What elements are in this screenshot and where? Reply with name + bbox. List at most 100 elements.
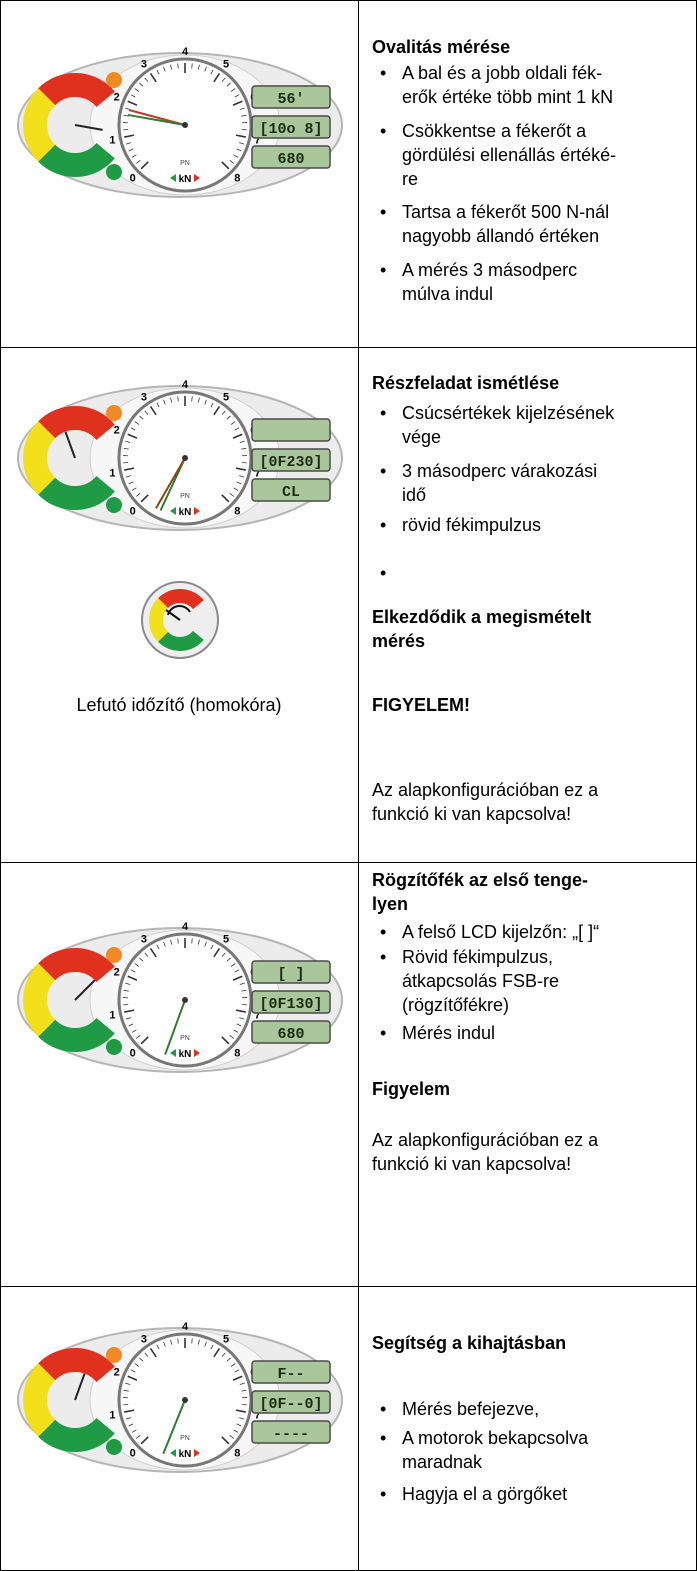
dial-tick (149, 406, 157, 416)
lcd-display (251, 478, 331, 502)
unit-arrow (194, 507, 200, 515)
dial-tick (191, 63, 193, 69)
lcd-display (251, 1420, 331, 1444)
lcd-reading: [0F--0] (259, 1396, 322, 1413)
dial-tick (226, 957, 231, 962)
dial-tick (163, 66, 166, 72)
orange-lamp (106, 947, 122, 963)
dial-number: 2 (114, 92, 120, 104)
dial-tick (235, 1409, 246, 1413)
unit-arrow (170, 174, 176, 182)
dial-number: 5 (223, 1333, 229, 1345)
dial-tick (232, 1375, 243, 1381)
dial-tick (233, 154, 239, 158)
dial-tick (210, 402, 214, 408)
list-item: Csökkentse a fékerőt a gördülési ellenál… (380, 119, 616, 191)
lcd-display (251, 1360, 331, 1384)
warning: Figyelem (372, 1079, 451, 1099)
dial-number: 0 (130, 1047, 136, 1059)
dial-tick (232, 100, 243, 106)
heading: Részfeladat ismétlése (372, 373, 560, 393)
needle-hub (182, 455, 188, 461)
dial-label: PN (180, 160, 190, 167)
dial-tick (233, 487, 239, 491)
dial-number: 7 (255, 1009, 261, 1021)
unit-label: kN (179, 1449, 192, 1460)
dial-tick (128, 1423, 134, 1427)
dial-number: 2 (114, 425, 120, 437)
gauge: 012345678PNkN[ ][0F130]680 (17, 921, 343, 1073)
dial-tick (139, 82, 144, 87)
dial-number: 7 (255, 467, 261, 479)
orange-lamp (106, 1347, 122, 1363)
lcd-display (251, 448, 331, 472)
paragraph: Az alapkonfigurációban ez a funkció ki v… (372, 1130, 599, 1174)
side-pointer (64, 431, 76, 459)
row-divider (0, 1286, 697, 1287)
dial-number: 8 (234, 505, 240, 517)
dial-number: 3 (141, 58, 147, 70)
dial-tick (149, 1348, 157, 1358)
dial-number: 1 (109, 134, 115, 146)
dial-number: 4 (182, 921, 189, 933)
unit-arrow (194, 1049, 200, 1057)
dial-tick (125, 1382, 131, 1385)
list-item: rövid fékimpulzus (380, 513, 541, 537)
orange-lamp (106, 72, 122, 88)
dial-tick (210, 1344, 214, 1350)
dial-tick (149, 73, 157, 83)
dial-tick (136, 1434, 141, 1439)
lcd-reading: 56' (277, 91, 304, 108)
dial-tick (229, 159, 234, 164)
dial-tick (236, 148, 242, 152)
dial-tick (204, 66, 207, 72)
dial-tick (236, 1423, 242, 1427)
green-lamp (106, 164, 122, 180)
dial-tick (204, 1341, 207, 1347)
dial-tick (241, 447, 247, 450)
dial-tick (229, 492, 234, 497)
timer-icon (141, 581, 219, 659)
dial-tick (149, 948, 157, 958)
dial-tick (127, 975, 138, 981)
dial-tick (163, 1341, 166, 1347)
dial-tick (131, 487, 137, 491)
dial-tick (221, 410, 226, 415)
lcd-display (251, 1390, 331, 1414)
dial-tick (136, 1034, 141, 1039)
dial-number: 2 (114, 967, 120, 979)
dial-tick (130, 969, 136, 973)
heading: Rögzítőfék az első tenge- lyen (372, 870, 589, 914)
needle (162, 1399, 186, 1455)
dial-tick (221, 161, 230, 170)
dial-tick (213, 1348, 221, 1358)
dial-tick (127, 433, 138, 439)
dial-tick (234, 94, 240, 98)
column-divider (358, 0, 359, 1571)
dial-tick (163, 399, 166, 405)
side-pointer (74, 1373, 86, 1401)
list-item: A mérés 3 másodperc múlva indul (380, 258, 577, 306)
dial-number: 8 (234, 1047, 240, 1059)
dial-tick (239, 1017, 245, 1020)
orange-lamp (106, 405, 122, 421)
dial-number: 2 (114, 1367, 120, 1379)
lcd-reading: [10o 8] (259, 121, 322, 138)
dial-tick (170, 64, 173, 70)
unit-label: kN (179, 174, 192, 185)
dial-tick (233, 1429, 239, 1433)
warning: FIGYELEM! (372, 695, 470, 715)
dial-label: PN (180, 1035, 190, 1042)
dial-tick (136, 159, 141, 164)
dial-tick (139, 1357, 144, 1362)
dial-tick (221, 1352, 226, 1357)
dial-tick (156, 69, 160, 75)
dial-tick (197, 1339, 200, 1345)
unit-arrow (170, 1049, 176, 1057)
dial-number: 8 (234, 172, 240, 184)
lcd-display (251, 115, 331, 139)
dial-tick (125, 1017, 131, 1020)
dial-tick (170, 939, 173, 945)
dial-tick (191, 938, 193, 944)
dial-tick (239, 107, 245, 110)
